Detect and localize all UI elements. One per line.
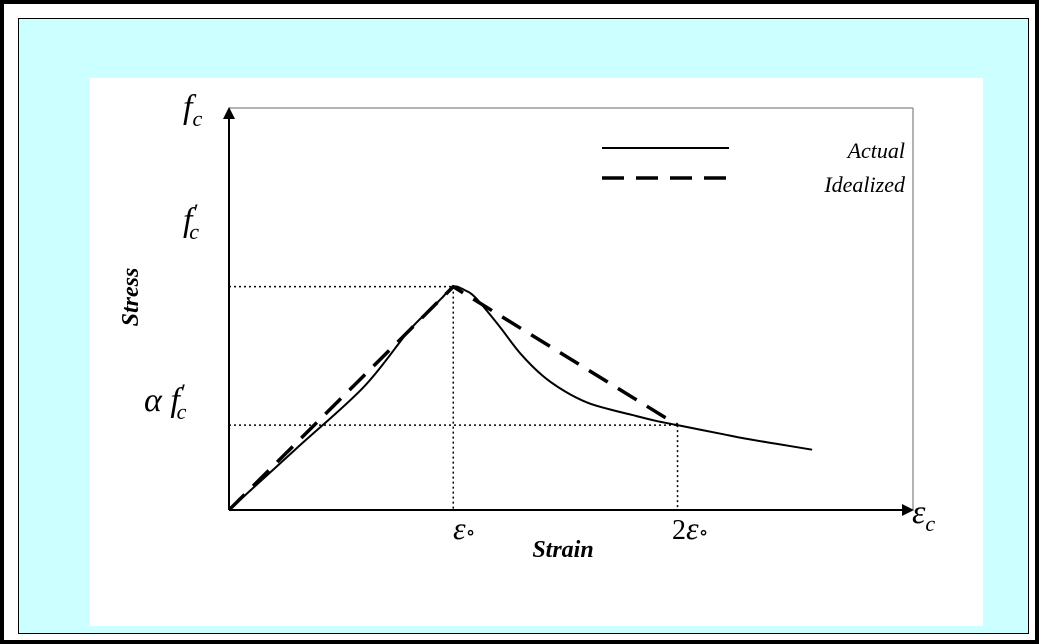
x-tick-2-epsilon-0: 2ε∘ <box>672 510 708 546</box>
legend-actual-label: Actual <box>846 138 905 163</box>
x-axis-symbol: εc <box>912 494 935 536</box>
x-tick-epsilon-0: ε∘ <box>453 510 475 546</box>
x-axis-title: Strain <box>532 537 593 563</box>
guide-lines <box>229 285 679 510</box>
series-line-actual <box>228 285 813 511</box>
y-tick-alpha-fc-prime: α f′ c <box>144 379 187 424</box>
outer-frame <box>4 4 1035 640</box>
chart-background-panel <box>18 18 1029 634</box>
series-layer <box>227 284 813 512</box>
y-tick-fc-prime: f′ c <box>183 199 199 244</box>
y-axis-symbol: fc <box>183 89 202 131</box>
y-axis-title: Stress <box>118 268 144 327</box>
series-line-idealized <box>227 284 679 512</box>
legend-idealized-label: Idealized <box>823 172 906 197</box>
plot-card <box>90 78 983 626</box>
legend: Actual Idealized <box>602 138 906 197</box>
